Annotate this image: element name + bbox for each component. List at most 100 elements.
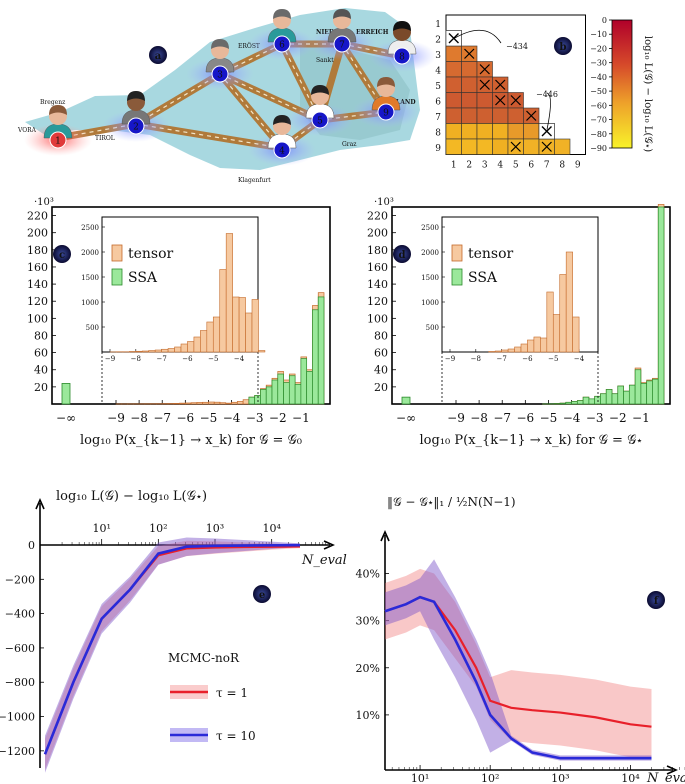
matrix-cell: [445, 107, 462, 124]
cross-mark: [510, 141, 521, 152]
x-tick-label: 10²: [149, 522, 167, 535]
y-tick-label: 40: [374, 364, 388, 377]
bar-tensor: [225, 402, 232, 405]
panel-f-line-chart: ‖𝒢 − 𝒢⋆‖₁ / ½N(N−1) N_eval 10% 20% 30% 40% 10¹…: [356, 495, 685, 784]
svg-text:a: a: [155, 51, 162, 62]
map-node: 3: [186, 39, 254, 90]
inset-bar: [238, 297, 246, 353]
x-tick-label: −∞: [396, 411, 416, 425]
matrix-cell: [461, 138, 478, 155]
matrix-col-label: 3: [482, 161, 488, 171]
x-tick-label: −9: [447, 411, 465, 425]
annotation: −434: [506, 42, 528, 51]
inset-y-tick: 2000: [81, 249, 99, 257]
x-tick-label: −6: [516, 411, 534, 425]
legend-label-ssa: SSA: [468, 270, 498, 286]
y-axis-label: log₁₀ L(𝒢) − log₁₀ L(𝒢⋆): [56, 489, 207, 504]
cross-mark: [448, 33, 459, 44]
colorbar-tick: −60: [590, 101, 607, 110]
bar-ssa-neginf: [61, 383, 71, 405]
colorbar-tick: −80: [590, 130, 607, 139]
map-node: 9: [352, 77, 420, 128]
bar-ssa: [277, 373, 284, 405]
cross-mark: [495, 79, 506, 90]
x-tick-label: −7: [493, 411, 511, 425]
cross-mark: [510, 95, 521, 106]
y-tick-label: 100: [367, 312, 388, 325]
y-tick-label: 40%: [356, 568, 380, 581]
y-tick-label: 20: [374, 381, 388, 394]
matrix-cell: [507, 107, 524, 124]
matrix-cell: [476, 123, 493, 140]
bar-ssa: [571, 401, 578, 405]
legend-label-ssa: SSA: [128, 270, 158, 286]
matrix-cell: [476, 138, 493, 155]
inset-x-tick: −8: [471, 355, 481, 363]
inset-bar: [251, 299, 259, 353]
inset-bar: [206, 321, 214, 353]
inset-x-tick: −7: [496, 355, 506, 363]
colorbar-tick: −20: [590, 44, 607, 53]
cross-mark: [526, 110, 537, 121]
bar-ssa: [611, 393, 619, 405]
x-axis-label: log₁₀ P(x_{k−1} → x_k) for 𝒢 = 𝒢₀: [80, 433, 302, 448]
bar-tensor: [208, 401, 215, 405]
y-scale-label: ·10³: [374, 197, 394, 208]
legend-label-tensor: tensor: [468, 246, 514, 262]
cross-mark: [464, 48, 475, 59]
inset-bar: [488, 351, 496, 353]
inset-y-tick: 1000: [421, 299, 439, 307]
map-node: 5: [286, 85, 354, 136]
matrix-cell: [461, 61, 478, 78]
bar-ssa: [288, 375, 296, 405]
annotation: −446: [536, 90, 558, 99]
bar-ssa: [640, 383, 648, 405]
inset-bar: [187, 341, 195, 353]
matrix-col-label: 9: [575, 161, 581, 171]
inset-y-tick: 2000: [421, 249, 439, 257]
bar-ssa: [271, 379, 279, 405]
y-tick-label: 200: [27, 227, 48, 240]
inset-y-tick: 2500: [421, 224, 439, 232]
bar-ssa: [588, 398, 596, 405]
y-tick-label: 220: [27, 210, 48, 223]
y-tick-label: 20%: [356, 662, 380, 675]
matrix-row-label: 4: [435, 66, 441, 76]
matrix-cell: [476, 92, 493, 109]
inset-bar: [258, 350, 266, 353]
bar-ssa-neginf: [401, 396, 411, 405]
legend-swatch-ssa: [111, 268, 123, 286]
inset-x-tick: −7: [156, 355, 166, 363]
y-tick-label: −800: [5, 676, 35, 689]
inset-bar: [540, 337, 548, 353]
matrix-col-label: 4: [497, 161, 503, 171]
y-tick-label: 60: [374, 347, 388, 360]
x-axis-label: N_eval: [301, 553, 347, 568]
map-node-label: 8: [399, 53, 405, 63]
matrix-row-label: 6: [435, 97, 441, 107]
y-tick-label: 220: [367, 210, 388, 223]
matrix-col-label: 1: [451, 161, 457, 171]
inset-bar: [167, 348, 175, 353]
y-tick-label: −1000: [0, 711, 35, 724]
bar-ssa: [248, 396, 256, 405]
bar-tensor: [184, 402, 192, 405]
map-node: 6: [248, 9, 316, 60]
x-tick-label: −8: [470, 411, 488, 425]
matrix-cell: [523, 123, 540, 140]
series-line: [43, 543, 301, 755]
panel-label-c: c: [53, 245, 71, 263]
x-tick-label: −5: [540, 411, 558, 425]
bar-ssa: [265, 386, 273, 405]
colorbar-tick: −40: [590, 73, 607, 82]
bar-ssa: [254, 395, 261, 405]
map-node: 8: [368, 21, 436, 72]
bar-tensor: [202, 401, 209, 405]
legend-label: τ = 10: [216, 729, 256, 743]
x-tick-label: −3: [246, 411, 264, 425]
x-tick-label: −2: [609, 411, 627, 425]
x-tick-label: 10³: [551, 772, 569, 784]
inset-bar: [501, 349, 509, 353]
bar-ssa: [617, 385, 624, 405]
bar-ssa: [317, 296, 325, 405]
